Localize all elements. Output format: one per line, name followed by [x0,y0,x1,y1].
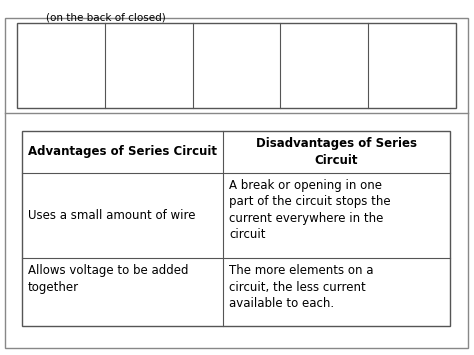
Text: (on the back of closed): (on the back of closed) [46,12,166,22]
Text: A break or opening in one
part of the circuit stops the
current everywhere in th: A break or opening in one part of the ci… [229,179,391,241]
Bar [22,131,450,326]
Text: Allows voltage to be added
together: Allows voltage to be added together [28,264,189,294]
Text: The more elements on a
circuit, the less current
available to each.: The more elements on a circuit, the less… [229,264,374,310]
Bar [17,23,456,108]
Text: Disadvantages of Series
Circuit: Disadvantages of Series Circuit [256,137,417,166]
Text: Advantages of Series Circuit: Advantages of Series Circuit [28,146,217,158]
Text: Uses a small amount of wire: Uses a small amount of wire [28,209,195,222]
